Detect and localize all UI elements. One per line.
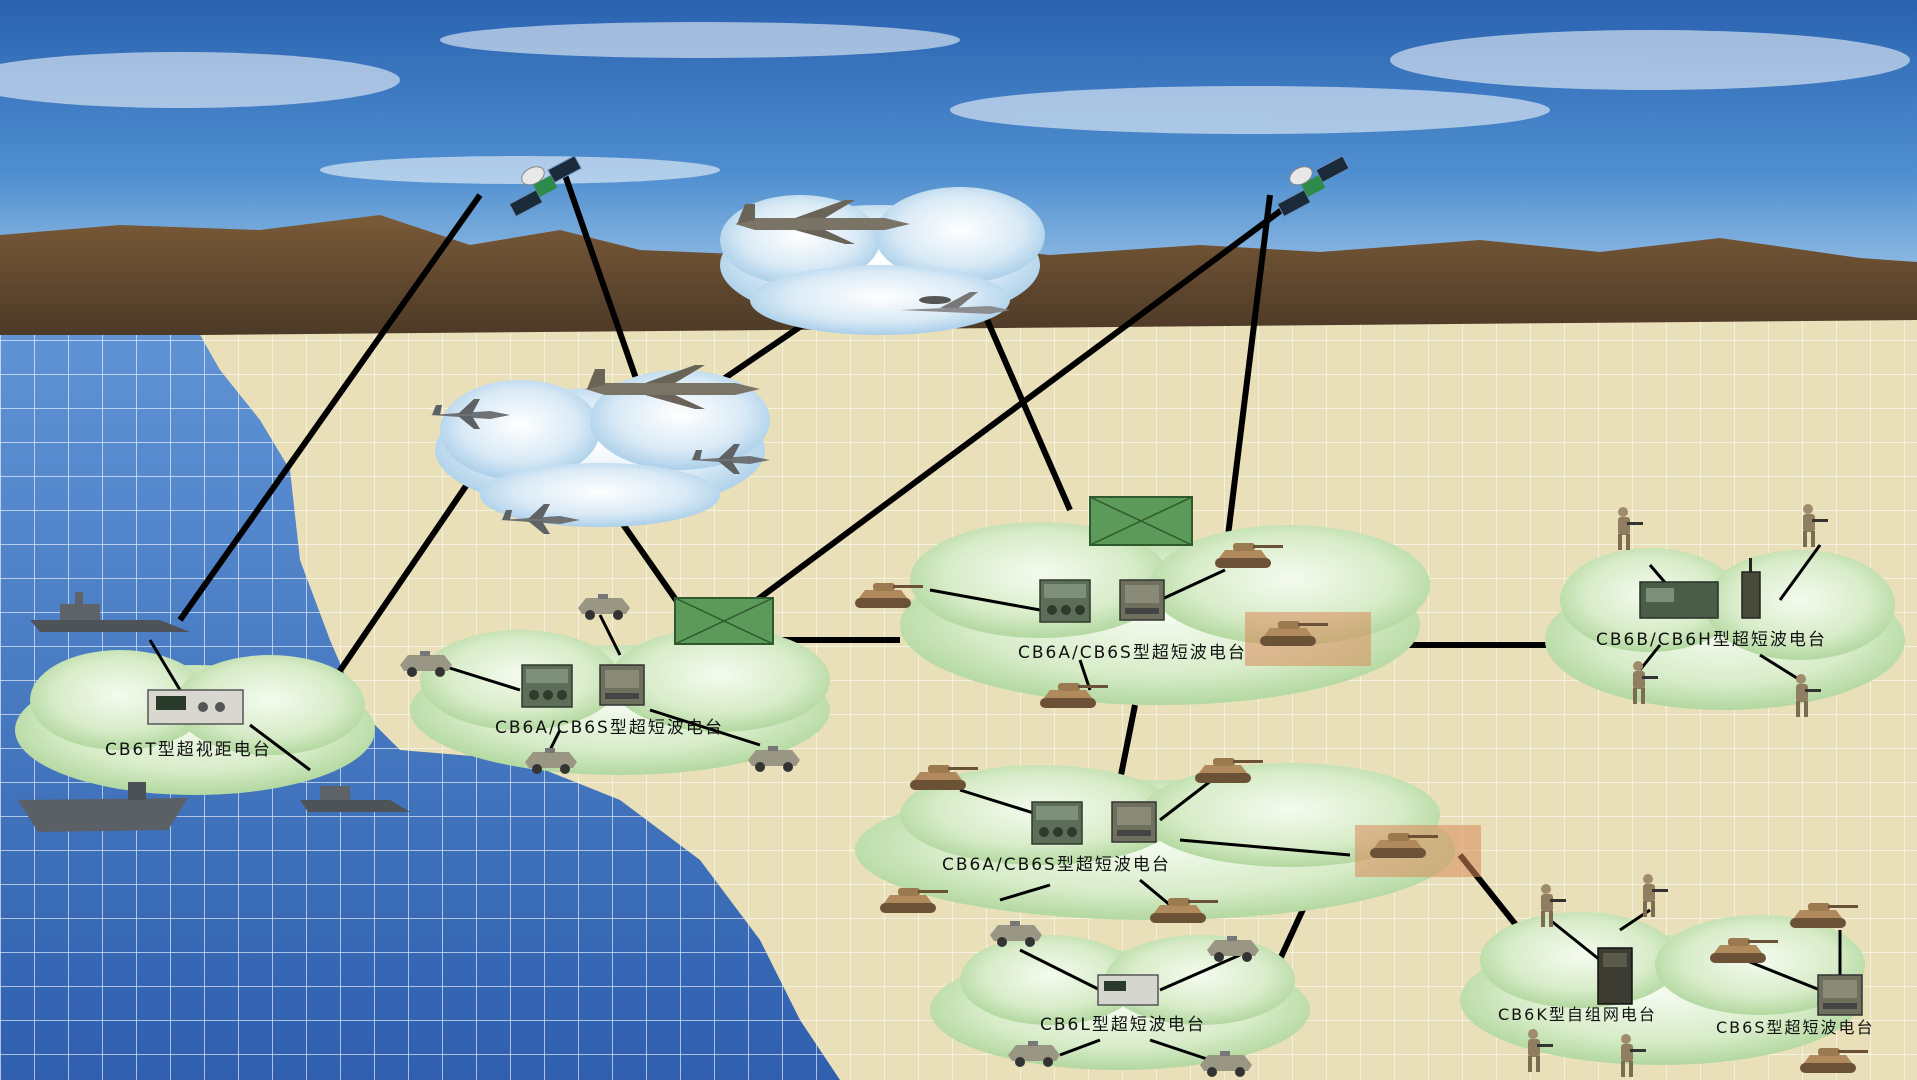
cloud-bottom-net: [930, 935, 1310, 1070]
radio-station-icon: [1119, 579, 1165, 621]
awacs-icon: [900, 292, 1010, 314]
cloud-adhoc-net: [1460, 912, 1865, 1065]
radio-station-icon: [1039, 579, 1091, 623]
label-center-net: CB6A/CB6S型超短波电台: [1018, 643, 1247, 663]
warship-icon: [300, 786, 410, 812]
radio-station-icon: [1639, 581, 1719, 619]
radio-station-icon: [521, 664, 573, 708]
label-lower-net: CB6A/CB6S型超短波电台: [942, 855, 1171, 875]
label-soldier-net: CB6B/CB6H型超短波电台: [1596, 630, 1827, 650]
radio-station-icon: [1031, 801, 1083, 845]
cloud-ship-net: [15, 650, 375, 795]
warship-icon: [30, 592, 190, 632]
manpack-radio-icon: [1597, 947, 1633, 1005]
label-adhoc-sub: CB6S型超短波电台: [1716, 1018, 1875, 1037]
radio-station-icon: [1111, 801, 1157, 843]
label-ship-net: CB6T型超视距电台: [105, 740, 272, 760]
cloud-soldier-net: [1545, 548, 1905, 710]
aircraft-carrier-icon: [18, 782, 188, 832]
label-left-net: CB6A/CB6S型超短波电台: [495, 718, 724, 738]
label-bottom-net: CB6L型超短波电台: [1040, 1015, 1206, 1035]
radio-station-icon: [1817, 974, 1863, 1016]
radio-station-icon: [599, 664, 645, 706]
radio-station-icon: [147, 689, 244, 725]
radio-station-icon: [1097, 974, 1159, 1006]
cloud-air-upper: [720, 187, 1045, 335]
label-adhoc-net: CB6K型自组网电台: [1498, 1005, 1657, 1024]
manpack-radio-icon: [1741, 558, 1761, 619]
